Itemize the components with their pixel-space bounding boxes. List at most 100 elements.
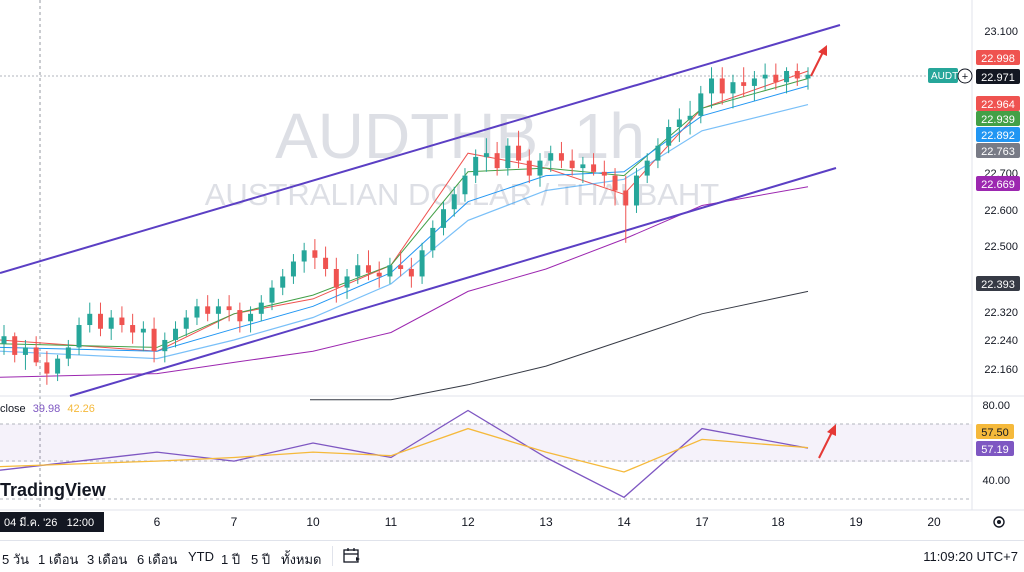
price-badge-label: 22.393 bbox=[981, 279, 1015, 291]
candle-body bbox=[194, 306, 200, 318]
candle bbox=[451, 186, 457, 217]
channel-upper-line[interactable] bbox=[0, 24, 841, 274]
time-scale[interactable]: 6 7 10 11 12 13 14 17 18 19 20 bbox=[154, 515, 941, 529]
candle bbox=[569, 149, 575, 176]
candle-body bbox=[441, 209, 447, 228]
symbol-tag-label: AUDT bbox=[931, 71, 958, 82]
candle bbox=[333, 257, 339, 303]
range-1y-button[interactable]: 1 ปี bbox=[221, 552, 241, 567]
candle-body bbox=[494, 153, 500, 169]
candle bbox=[22, 339, 28, 370]
candle bbox=[355, 254, 361, 284]
tradingview-logo[interactable]: TradingView bbox=[0, 480, 106, 500]
price-badge: 22.939 bbox=[976, 111, 1020, 126]
candle bbox=[97, 302, 103, 337]
candle bbox=[408, 257, 414, 288]
price-chart[interactable]: AUDTHB, 1h AUSTRALIAN DOLLAR / THAI BAHT bbox=[0, 0, 1024, 540]
candle-body bbox=[269, 287, 275, 303]
candle bbox=[130, 313, 136, 344]
time-label: 10 bbox=[306, 515, 320, 529]
candle bbox=[483, 138, 489, 172]
candle-body bbox=[108, 317, 114, 329]
range-ytd-button[interactable]: YTD bbox=[188, 549, 214, 564]
candle-body bbox=[408, 268, 414, 277]
range-all-button[interactable]: ทั้งหมด bbox=[281, 552, 322, 567]
candle bbox=[258, 295, 264, 322]
candle-body bbox=[344, 276, 350, 288]
price-badges: 22.998 22.971 22.964 22.939 22.892 22.763 22.6… bbox=[976, 50, 1020, 291]
channel-lower-line[interactable] bbox=[69, 167, 837, 397]
price-tick: 22.160 bbox=[984, 364, 1018, 376]
plus-icon: + bbox=[962, 71, 968, 83]
rsi-tick: 40.00 bbox=[982, 475, 1010, 487]
range-3m-button[interactable]: 3 เดือน bbox=[87, 552, 128, 567]
candle bbox=[591, 153, 597, 176]
candle bbox=[205, 295, 211, 322]
candle-body bbox=[709, 78, 715, 94]
range-5y-button[interactable]: 5 ปี bbox=[251, 552, 271, 567]
symbol-tag bbox=[928, 68, 958, 83]
candle bbox=[655, 138, 661, 169]
candle-body bbox=[773, 74, 779, 83]
calendar-range-icon[interactable] bbox=[343, 547, 361, 563]
candle-body bbox=[762, 74, 768, 79]
candle-body bbox=[398, 265, 404, 269]
candle-body bbox=[741, 82, 747, 86]
candle-body bbox=[805, 74, 811, 79]
candle-body bbox=[130, 325, 136, 333]
time-highlight-box bbox=[0, 512, 104, 532]
ma-line bbox=[310, 290, 809, 401]
candle-body bbox=[548, 153, 554, 161]
range-1m-button[interactable]: 1 เดือน bbox=[38, 552, 79, 567]
rsi-badge: 57.50 bbox=[976, 424, 1014, 439]
time-label: 6 bbox=[154, 515, 161, 529]
price-badge: 22.669 bbox=[976, 176, 1020, 191]
candle bbox=[612, 168, 618, 206]
price-badge-label: 22.669 bbox=[981, 179, 1015, 191]
candle-body bbox=[280, 276, 286, 288]
candle bbox=[698, 85, 704, 124]
candle-body bbox=[323, 257, 329, 269]
range-5d-button[interactable]: 5 วัน bbox=[2, 552, 30, 567]
candle-body bbox=[462, 175, 468, 195]
range-6m-button[interactable]: 6 เดือน bbox=[137, 552, 178, 567]
candle bbox=[762, 63, 768, 90]
clock-timezone[interactable]: 11:09:20 UTC+7 bbox=[923, 549, 1018, 564]
candle-body bbox=[173, 328, 179, 340]
rsi-ma-line bbox=[0, 427, 809, 473]
candle bbox=[805, 67, 811, 90]
candle bbox=[1, 325, 7, 355]
candle bbox=[623, 175, 629, 243]
rsi-legend[interactable]: close 39.98 42.26 bbox=[0, 403, 95, 415]
add-alert-icon[interactable] bbox=[957, 68, 973, 84]
candle bbox=[730, 74, 736, 109]
candle-body bbox=[601, 171, 607, 176]
price-tick: 23.100 bbox=[984, 26, 1018, 38]
rsi-tick: 80.00 bbox=[982, 400, 1010, 412]
candle-body bbox=[591, 164, 597, 172]
candle bbox=[537, 153, 543, 187]
rsi-legend-label: close bbox=[0, 403, 26, 415]
candle bbox=[709, 67, 715, 109]
candle bbox=[162, 332, 168, 363]
price-scale[interactable]: 23.100 22.700 22.600 22.500 22.320 22.24… bbox=[984, 26, 1018, 376]
candle bbox=[226, 295, 232, 322]
time-label: 11 bbox=[385, 515, 398, 529]
candle-body bbox=[1, 336, 7, 344]
candle-body bbox=[751, 78, 757, 86]
candle bbox=[140, 321, 146, 352]
rsi-badge-label: 57.50 bbox=[981, 427, 1009, 439]
candle-body bbox=[44, 362, 50, 374]
price-badge: 22.763 bbox=[976, 143, 1020, 158]
candle-body bbox=[183, 317, 189, 329]
settings-gear-icon[interactable] bbox=[993, 516, 1005, 528]
trend-channel[interactable] bbox=[0, 24, 841, 397]
candle-body bbox=[644, 160, 650, 176]
candle bbox=[473, 149, 479, 184]
candle-body bbox=[666, 127, 672, 146]
candlesticks bbox=[1, 63, 811, 385]
price-badge: 22.971 bbox=[976, 69, 1020, 84]
candle bbox=[741, 67, 747, 98]
symbol-name-watermark: AUSTRALIAN DOLLAR / THAI BAHT bbox=[205, 177, 720, 212]
